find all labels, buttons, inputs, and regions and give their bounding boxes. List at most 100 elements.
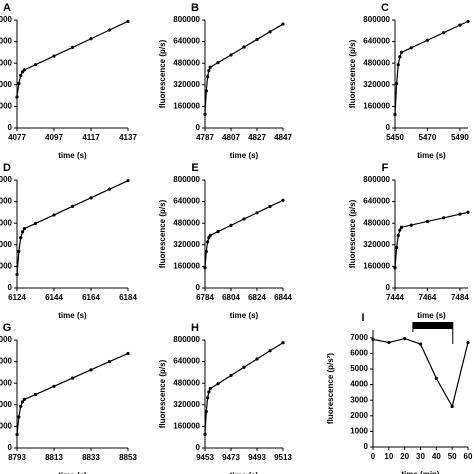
y-tick-label: 160000 bbox=[173, 422, 200, 431]
y-tick-label: 6000 bbox=[350, 349, 368, 358]
y-axis-label: fluorescence (p/s) bbox=[158, 39, 167, 108]
y-tick-label: 0 bbox=[386, 123, 391, 132]
data-point bbox=[393, 266, 397, 270]
data-point bbox=[281, 341, 285, 345]
y-tick-label: 320000 bbox=[363, 80, 390, 89]
data-point bbox=[15, 95, 19, 99]
y-tick-label: 0 bbox=[196, 283, 201, 292]
data-point bbox=[203, 266, 207, 270]
panel-label: E bbox=[191, 162, 198, 174]
data-point bbox=[206, 75, 210, 79]
data-point bbox=[204, 409, 208, 414]
y-tick-label: 800000 bbox=[173, 15, 200, 24]
data-point bbox=[126, 179, 130, 183]
data-point bbox=[126, 351, 130, 356]
data-point bbox=[19, 404, 23, 409]
data-point bbox=[33, 221, 38, 226]
data-point bbox=[242, 217, 246, 221]
x-tick-label: 6184 bbox=[119, 293, 137, 302]
x-tick-label: 6844 bbox=[274, 293, 292, 302]
y-tick-label: 640000 bbox=[173, 357, 200, 366]
data-point bbox=[442, 31, 446, 35]
data-point bbox=[281, 198, 285, 202]
data-point bbox=[204, 249, 208, 254]
data-point bbox=[17, 415, 21, 419]
y-tick-label: 800000 bbox=[0, 175, 13, 184]
data-point bbox=[208, 233, 212, 237]
y-axis-label: fluorescence (p/s²) bbox=[326, 353, 335, 424]
data-point bbox=[204, 89, 208, 93]
x-tick-label: 5490 bbox=[451, 133, 469, 142]
y-tick-label: 160000 bbox=[0, 102, 13, 111]
y-tick-label: 800000 bbox=[363, 15, 390, 24]
data-line bbox=[16, 180, 129, 275]
data-point bbox=[19, 236, 23, 240]
x-tick-label: 20 bbox=[400, 452, 409, 461]
y-tick-label: 640000 bbox=[173, 197, 200, 206]
y-tick-label: 480000 bbox=[0, 58, 13, 67]
y-tick-label: 160000 bbox=[0, 422, 13, 431]
data-point bbox=[17, 249, 21, 254]
x-tick-label: 8813 bbox=[45, 453, 63, 462]
y-tick-label: 800000 bbox=[173, 335, 200, 344]
x-tick-label: 9473 bbox=[222, 453, 240, 462]
data-point bbox=[393, 112, 397, 117]
x-tick-label: 4097 bbox=[45, 133, 63, 142]
y-tick-label: 5000 bbox=[350, 364, 368, 373]
x-tick-label: 10 bbox=[384, 452, 393, 461]
data-line bbox=[204, 23, 284, 115]
data-point bbox=[466, 340, 470, 345]
x-axis-label: time (s) bbox=[58, 471, 87, 474]
y-tick-label: 160000 bbox=[0, 262, 13, 271]
data-point bbox=[398, 228, 402, 232]
data-point bbox=[466, 19, 470, 23]
data-point bbox=[242, 45, 246, 49]
data-point bbox=[409, 46, 413, 50]
x-axis-label: time (s) bbox=[230, 151, 259, 160]
x-axis-label: time (min) bbox=[401, 470, 440, 474]
data-line bbox=[16, 20, 129, 98]
y-tick-label: 320000 bbox=[173, 80, 200, 89]
y-tick-label: 160000 bbox=[363, 262, 390, 271]
data-point bbox=[208, 387, 212, 391]
data-point bbox=[399, 50, 404, 55]
panel-label: G bbox=[3, 322, 12, 334]
data-point bbox=[89, 368, 93, 372]
y-tick-label: 1000 bbox=[350, 427, 368, 436]
y-tick-label: 480000 bbox=[363, 58, 390, 67]
x-tick-label: 7464 bbox=[419, 293, 437, 302]
data-point bbox=[22, 227, 26, 231]
data-point bbox=[216, 229, 220, 234]
data-line bbox=[394, 211, 469, 268]
y-tick-label: 480000 bbox=[173, 58, 200, 67]
panel-label: C bbox=[381, 2, 389, 14]
panel-label: A bbox=[3, 2, 11, 14]
data-line bbox=[372, 337, 469, 409]
y-axis-label: fluorescence (p/s) bbox=[158, 359, 167, 428]
data-point bbox=[22, 68, 26, 72]
x-axis-label: time (s) bbox=[230, 311, 259, 320]
y-tick-label: 640000 bbox=[0, 37, 13, 46]
y-tick-label: 7000 bbox=[350, 333, 368, 342]
x-tick-label: 60 bbox=[464, 452, 473, 461]
y-tick-label: 640000 bbox=[0, 357, 13, 366]
data-point bbox=[206, 396, 210, 400]
y-tick-label: 640000 bbox=[363, 197, 390, 206]
data-point bbox=[70, 45, 75, 50]
data-point bbox=[458, 23, 462, 27]
x-tick-label: 9493 bbox=[248, 453, 266, 462]
data-point bbox=[418, 342, 423, 346]
data-point bbox=[20, 400, 25, 404]
data-point bbox=[434, 376, 438, 380]
x-tick-label: 8833 bbox=[82, 453, 100, 462]
data-point bbox=[52, 54, 56, 58]
x-tick-label: 9453 bbox=[196, 453, 214, 462]
y-axis-label: fluorescence (p/s) bbox=[348, 39, 357, 108]
data-point bbox=[268, 30, 272, 34]
y-tick-label: 320000 bbox=[0, 80, 13, 89]
data-point bbox=[396, 233, 400, 237]
x-tick-label: 6824 bbox=[248, 293, 266, 302]
y-tick-label: 160000 bbox=[173, 262, 200, 271]
data-point bbox=[450, 404, 454, 409]
